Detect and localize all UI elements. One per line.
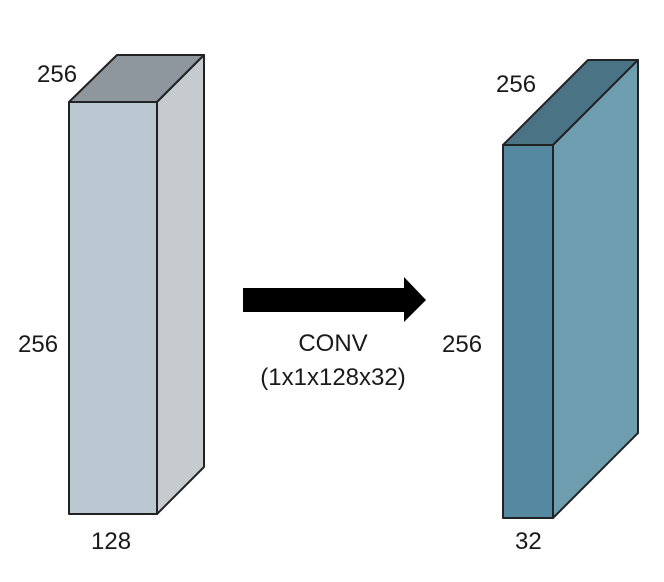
conv-label: CONV [298,330,367,357]
input-width-label: 128 [91,528,131,555]
output-width-label: 32 [515,528,542,555]
output-depth-label: 256 [496,71,536,98]
input-depth-label: 256 [37,61,77,88]
conv-kernel-label: (1x1x128x32) [260,364,405,391]
output-volume-front-face [502,144,554,519]
input-volume [68,54,205,515]
input-volume-front-face [68,101,158,515]
input-volume-side-face [156,54,205,515]
input-height-label: 256 [18,331,58,358]
output-volume [502,59,639,519]
right-arrow-icon [243,277,426,322]
output-volume-side-face [552,59,639,519]
output-height-label: 256 [442,331,482,358]
